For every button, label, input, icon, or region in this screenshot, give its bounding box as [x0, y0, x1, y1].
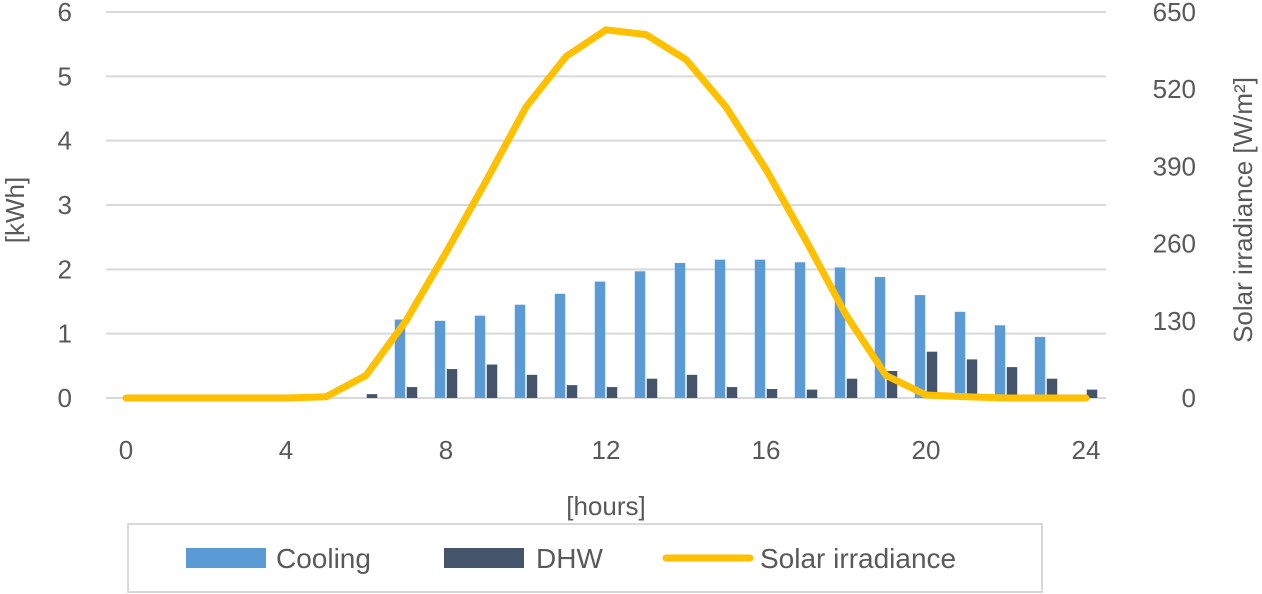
bar-dhw: [846, 378, 858, 398]
y-tick-label: 5: [58, 61, 72, 91]
x-tick-label: 12: [592, 435, 621, 465]
bar-dhw: [686, 374, 698, 398]
y2-tick-label: 390: [1153, 151, 1196, 181]
y-tick-label: 6: [58, 0, 72, 27]
bar-cooling: [914, 295, 926, 398]
x-tick-label: 0: [119, 435, 133, 465]
y-tick-label: 0: [58, 383, 72, 413]
bar-dhw: [1006, 367, 1018, 398]
bar-cooling: [394, 319, 406, 398]
bar-dhw: [726, 387, 738, 398]
bar-dhw: [926, 351, 938, 398]
bar-cooling: [794, 262, 806, 398]
x-tick-label: 4: [279, 435, 293, 465]
legend-box: [127, 523, 1043, 593]
y-tick-label: 4: [58, 126, 72, 156]
y2-axis-title: Solar irradiance [W/m²]: [1228, 77, 1258, 343]
bar-cooling: [954, 311, 966, 398]
bar-cooling: [874, 277, 886, 398]
bar-cooling: [554, 293, 566, 398]
bar-dhw: [1086, 389, 1098, 398]
y-tick-label: 1: [58, 319, 72, 349]
y2-tick-label: 260: [1153, 229, 1196, 259]
bar-cooling: [674, 262, 686, 398]
bar-dhw: [966, 359, 978, 398]
x-tick-label: 16: [752, 435, 781, 465]
bar-dhw: [806, 389, 818, 398]
bar-cooling: [834, 267, 846, 398]
bar-dhw: [886, 370, 898, 398]
bar-dhw: [366, 394, 378, 398]
x-tick-label: 20: [912, 435, 941, 465]
bar-dhw: [646, 378, 658, 398]
y-axis-title: [kWh]: [0, 177, 30, 243]
y2-tick-label: 650: [1153, 0, 1196, 27]
legend-label-solar-irradiance: Solar irradiance: [760, 543, 956, 574]
bar-dhw: [486, 364, 498, 398]
bar-dhw: [766, 388, 778, 398]
y2-tick-label: 0: [1182, 383, 1196, 413]
bar-dhw: [526, 374, 538, 398]
y2-tick-label: 520: [1153, 74, 1196, 104]
bar-cooling: [434, 320, 446, 398]
bar-cooling: [1034, 336, 1046, 398]
line-solar-irradiance: [122, 26, 1090, 402]
bar-cooling: [514, 304, 526, 398]
y-tick-label: 2: [58, 254, 72, 284]
x-tick-label: 8: [439, 435, 453, 465]
line-series: [122, 26, 1090, 402]
x-tick-label: 24: [1072, 435, 1101, 465]
gridlines: [106, 11, 1106, 399]
bar-cooling: [754, 259, 766, 398]
legend-swatch-dhw: [444, 548, 524, 568]
bar-dhw: [406, 387, 418, 398]
legend-swatch-cooling: [186, 548, 266, 568]
legend: Cooling DHW Solar irradiance: [127, 523, 1043, 593]
y2-tick-label: 130: [1153, 306, 1196, 336]
legend-label-dhw: DHW: [536, 543, 603, 574]
bar-cooling: [474, 315, 486, 398]
bar-cooling: [634, 271, 646, 398]
bar-dhw: [1046, 378, 1058, 398]
y-tick-label: 3: [58, 190, 72, 220]
bar-dhw: [446, 369, 458, 398]
bar-series: [366, 259, 1098, 398]
bar-cooling: [714, 259, 726, 398]
bar-cooling: [994, 325, 1006, 398]
bar-cooling: [594, 281, 606, 398]
legend-label-cooling: Cooling: [276, 543, 371, 574]
bar-dhw: [566, 385, 578, 398]
x-axis-title: [hours]: [566, 491, 646, 521]
bar-dhw: [606, 387, 618, 398]
